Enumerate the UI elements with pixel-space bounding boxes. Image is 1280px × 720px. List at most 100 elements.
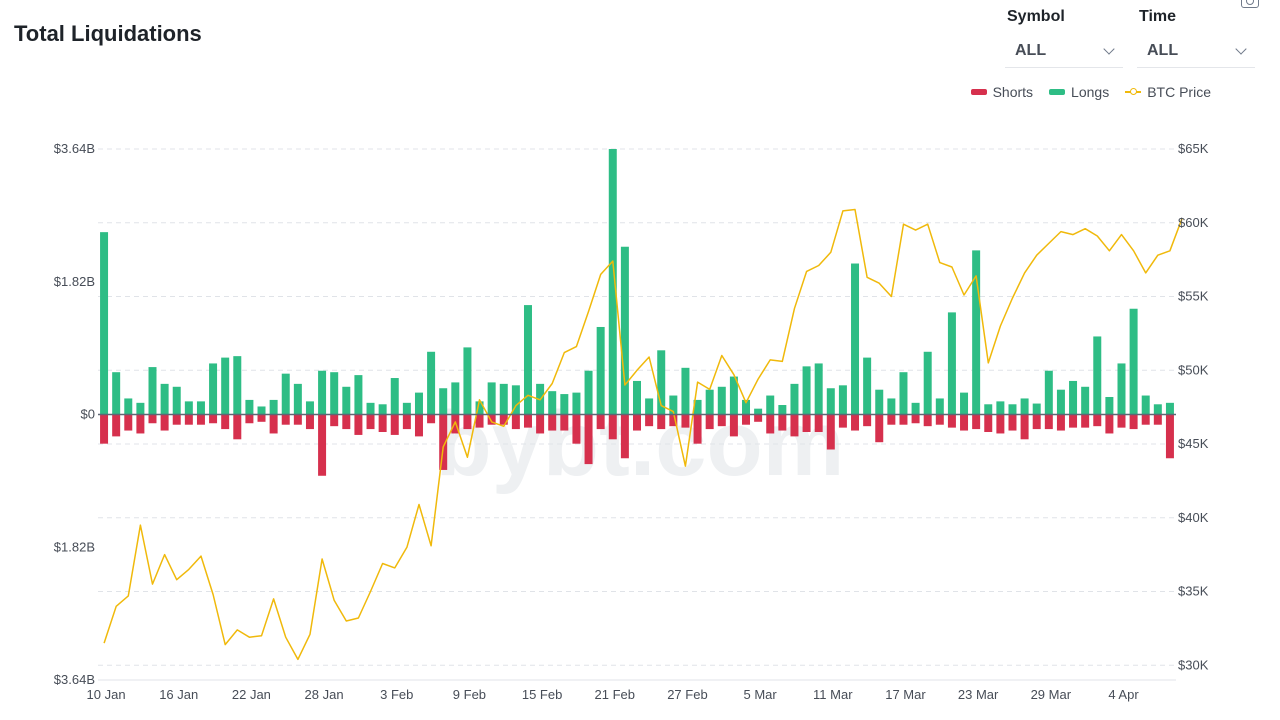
longs-bar	[390, 378, 399, 415]
longs-bar	[245, 399, 254, 415]
x-tick-label: 4 Apr	[1108, 687, 1139, 702]
x-tick-label: 17 Mar	[885, 687, 926, 702]
longs-bar	[596, 326, 605, 415]
legend-label-btc-price: BTC Price	[1147, 84, 1211, 100]
longs-bar	[1069, 380, 1078, 415]
x-tick-label: 28 Jan	[305, 687, 344, 702]
longs-bar	[269, 399, 278, 415]
symbol-filter-label: Symbol	[1007, 8, 1065, 25]
symbol-select-value: ALL	[1015, 41, 1047, 59]
shorts-bar	[887, 414, 896, 425]
legend-item-btc-price[interactable]: BTC Price	[1125, 84, 1211, 100]
longs-bar	[935, 398, 944, 415]
longs-bar	[257, 406, 266, 415]
longs-bar	[608, 149, 617, 415]
shorts-bar	[1069, 414, 1078, 428]
longs-bar	[342, 386, 351, 415]
shorts-bar	[935, 414, 944, 425]
camera-icon[interactable]	[1241, 0, 1259, 8]
shorts-bar	[1044, 414, 1053, 430]
symbol-select[interactable]: ALL	[1005, 34, 1123, 68]
shorts-bar	[838, 414, 847, 428]
longs-bar	[1044, 370, 1053, 415]
longs-bar	[1153, 404, 1162, 415]
shorts-bar	[633, 414, 641, 431]
shorts-bar	[1117, 414, 1126, 428]
shorts-bar	[100, 414, 109, 444]
longs-bar	[233, 356, 242, 415]
shorts-bar	[729, 414, 738, 437]
longs-bar	[414, 392, 423, 415]
shorts-bar	[124, 414, 133, 431]
x-tick-label: 9 Feb	[453, 687, 486, 702]
shorts-bar	[960, 414, 969, 431]
longs-bar	[221, 357, 230, 415]
longs-bar	[717, 386, 726, 415]
shorts-bar	[875, 414, 884, 443]
longs-bar	[1117, 363, 1126, 415]
time-filter[interactable]: Time ALL	[1137, 8, 1255, 68]
shorts-bar	[112, 414, 121, 437]
longs-bar	[802, 366, 811, 415]
shorts-bar	[148, 414, 157, 424]
longs-bar	[851, 263, 860, 415]
shorts-bar	[245, 414, 254, 424]
shorts-bar	[645, 414, 654, 427]
longs-bar	[196, 401, 205, 415]
x-tick-label: 3 Feb	[380, 687, 413, 702]
time-select[interactable]: ALL	[1137, 34, 1255, 68]
btc-price-line	[103, 208, 1183, 661]
longs-bar	[402, 402, 411, 415]
longs-bar	[124, 398, 133, 415]
shorts-bar	[305, 414, 314, 430]
shorts-bar	[269, 414, 278, 434]
shorts-bar	[1081, 414, 1090, 428]
shorts-bar	[911, 414, 920, 424]
shorts-bar	[863, 414, 872, 427]
shorts-bar	[1105, 414, 1114, 434]
longs-bar	[1093, 336, 1102, 415]
shorts-bar	[717, 414, 726, 427]
shorts-bar	[1165, 414, 1174, 459]
longs-bar	[899, 372, 908, 415]
shorts-bar	[681, 414, 690, 428]
longs-bar	[1105, 396, 1114, 415]
shorts-bar	[390, 414, 399, 435]
shorts-bar	[899, 414, 908, 425]
shorts-bar	[160, 414, 169, 431]
shorts-bar	[184, 414, 193, 425]
longs-bar	[875, 389, 884, 415]
x-tick-label: 21 Feb	[595, 687, 635, 702]
shorts-bar	[233, 414, 242, 440]
legend-label-longs: Longs	[1071, 84, 1110, 100]
shorts-bar	[972, 414, 981, 430]
shorts-bar	[766, 414, 775, 434]
longs-bar	[148, 367, 157, 415]
longs-bar	[729, 376, 738, 415]
shorts-bar	[584, 414, 593, 465]
x-tick-label: 27 Feb	[667, 687, 707, 702]
symbol-filter[interactable]: Symbol ALL	[1005, 8, 1123, 68]
shorts-bar	[1020, 414, 1029, 440]
longs-bar	[451, 382, 460, 415]
shorts-bar	[366, 414, 375, 430]
shorts-bar	[1141, 414, 1150, 425]
shorts-bar	[281, 414, 290, 425]
legend-item-shorts[interactable]: Shorts	[970, 84, 1033, 100]
shorts-bar	[209, 414, 218, 424]
longs-bar	[766, 395, 775, 415]
shorts-bar	[669, 414, 678, 427]
shorts-bar	[596, 414, 605, 430]
longs-bar	[887, 398, 896, 415]
longs-bar	[669, 395, 678, 415]
shorts-bar	[463, 414, 472, 430]
longs-bar	[548, 391, 557, 415]
shorts-bar	[499, 414, 508, 425]
shorts-bar	[693, 414, 702, 444]
shorts-bar	[318, 414, 327, 476]
shorts-bar	[342, 414, 351, 430]
shorts-bar	[1032, 414, 1041, 430]
legend-item-longs[interactable]: Longs	[1049, 84, 1109, 100]
longs-bar	[960, 392, 969, 415]
